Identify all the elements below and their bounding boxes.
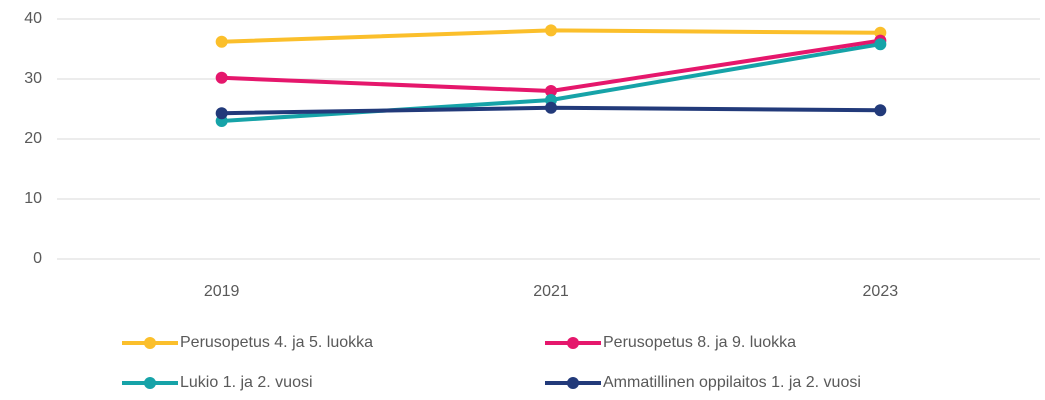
data-point [545, 85, 557, 97]
y-tick-label: 0 [33, 250, 42, 267]
legend-label: Perusopetus 4. ja 5. luokka [180, 334, 373, 351]
data-point [215, 35, 228, 48]
legend-label: Lukio 1. ja 2. vuosi [180, 374, 313, 391]
y-tick-label: 20 [24, 130, 42, 147]
legend-marker [144, 377, 156, 389]
x-tick-label: 2019 [204, 283, 240, 300]
legend-marker [567, 377, 579, 389]
y-tick-label: 30 [24, 70, 42, 87]
legend-label: Perusopetus 8. ja 9. luokka [603, 334, 796, 351]
y-tick-label: 40 [24, 10, 42, 27]
data-point [874, 38, 887, 51]
data-point [874, 104, 887, 117]
data-point [545, 101, 557, 114]
data-point [215, 71, 228, 84]
series-line [221, 38, 881, 93]
x-tick-label: 2021 [533, 283, 569, 300]
legend-marker [144, 337, 156, 349]
legend-label: Ammatillinen oppilaitos 1. ja 2. vuosi [603, 374, 861, 391]
legend-marker [567, 337, 579, 349]
data-point [215, 107, 228, 120]
data-point [545, 24, 557, 37]
y-tick-label: 10 [24, 190, 42, 207]
x-tick-label: 2023 [863, 283, 899, 300]
